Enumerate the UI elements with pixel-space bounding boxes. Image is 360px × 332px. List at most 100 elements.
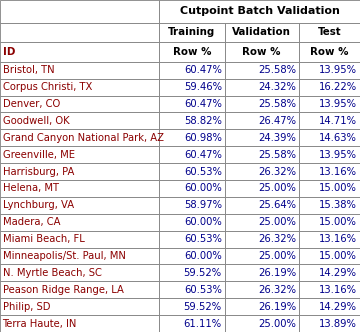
Bar: [159, 231, 225, 248]
Bar: [159, 23, 225, 42]
Bar: [159, 146, 225, 163]
Text: 13.16%: 13.16%: [319, 285, 357, 295]
Text: 25.00%: 25.00%: [258, 319, 296, 329]
Bar: [225, 231, 299, 248]
Text: 60.53%: 60.53%: [184, 285, 222, 295]
Text: 60.47%: 60.47%: [184, 99, 222, 109]
Bar: [0, 281, 159, 298]
Text: Lynchburg, VA: Lynchburg, VA: [3, 200, 74, 210]
Bar: [0, 0, 159, 23]
Text: 60.47%: 60.47%: [184, 150, 222, 160]
Text: 14.63%: 14.63%: [319, 133, 357, 143]
Bar: [225, 298, 299, 315]
Bar: [0, 113, 159, 129]
Text: 60.00%: 60.00%: [184, 217, 222, 227]
Text: 24.39%: 24.39%: [258, 133, 296, 143]
Text: 58.97%: 58.97%: [184, 200, 222, 210]
Bar: [159, 163, 225, 180]
Bar: [225, 42, 299, 62]
Bar: [225, 96, 299, 113]
Text: 60.00%: 60.00%: [184, 251, 222, 261]
Text: 14.29%: 14.29%: [319, 302, 357, 312]
Text: 26.32%: 26.32%: [258, 167, 296, 177]
Text: 25.00%: 25.00%: [258, 251, 296, 261]
Text: Madera, CA: Madera, CA: [3, 217, 60, 227]
Bar: [225, 214, 299, 231]
Bar: [0, 315, 159, 332]
Bar: [299, 129, 360, 146]
Text: 59.52%: 59.52%: [184, 302, 222, 312]
Bar: [159, 265, 225, 281]
Text: Bristol, TN: Bristol, TN: [3, 65, 54, 75]
Bar: [225, 315, 299, 332]
Bar: [299, 113, 360, 129]
Text: 60.98%: 60.98%: [184, 133, 222, 143]
Text: 13.16%: 13.16%: [319, 234, 357, 244]
Text: Miami Beach, FL: Miami Beach, FL: [3, 234, 84, 244]
Text: 15.00%: 15.00%: [319, 251, 357, 261]
Text: 25.58%: 25.58%: [258, 150, 296, 160]
Bar: [225, 62, 299, 79]
Text: Grand Canyon National Park, AZ: Grand Canyon National Park, AZ: [3, 133, 163, 143]
Bar: [225, 265, 299, 281]
Bar: [299, 248, 360, 265]
Text: 25.00%: 25.00%: [258, 184, 296, 194]
Text: Row %: Row %: [310, 47, 348, 57]
Text: Validation: Validation: [232, 27, 291, 37]
Bar: [225, 113, 299, 129]
Text: Training: Training: [168, 27, 216, 37]
Bar: [159, 42, 225, 62]
Bar: [225, 281, 299, 298]
Text: Denver, CO: Denver, CO: [3, 99, 60, 109]
Bar: [159, 214, 225, 231]
Text: 26.32%: 26.32%: [258, 285, 296, 295]
Text: Cutpoint Batch Validation: Cutpoint Batch Validation: [180, 6, 339, 16]
Bar: [299, 298, 360, 315]
Text: 60.53%: 60.53%: [184, 167, 222, 177]
Bar: [225, 197, 299, 214]
Bar: [299, 180, 360, 197]
Text: ID: ID: [3, 47, 15, 57]
Text: 15.00%: 15.00%: [319, 217, 357, 227]
Bar: [159, 315, 225, 332]
Bar: [159, 180, 225, 197]
Bar: [159, 79, 225, 96]
Bar: [0, 62, 159, 79]
Bar: [299, 281, 360, 298]
Bar: [0, 214, 159, 231]
Text: 25.64%: 25.64%: [258, 200, 296, 210]
Text: 25.58%: 25.58%: [258, 65, 296, 75]
Text: 15.38%: 15.38%: [319, 200, 357, 210]
Text: Peason Ridge Range, LA: Peason Ridge Range, LA: [3, 285, 123, 295]
Bar: [0, 231, 159, 248]
Text: Philip, SD: Philip, SD: [3, 302, 50, 312]
Text: Minneapolis/St. Paul, MN: Minneapolis/St. Paul, MN: [3, 251, 125, 261]
Bar: [225, 180, 299, 197]
Bar: [299, 42, 360, 62]
Text: 60.00%: 60.00%: [184, 184, 222, 194]
Bar: [299, 62, 360, 79]
Bar: [0, 96, 159, 113]
Text: 14.29%: 14.29%: [319, 268, 357, 278]
Text: Harrisburg, PA: Harrisburg, PA: [3, 167, 74, 177]
Text: 26.19%: 26.19%: [258, 268, 296, 278]
Bar: [299, 197, 360, 214]
Text: 59.46%: 59.46%: [184, 82, 222, 92]
Bar: [299, 315, 360, 332]
Bar: [159, 298, 225, 315]
Bar: [159, 0, 360, 23]
Bar: [159, 96, 225, 113]
Bar: [299, 23, 360, 42]
Bar: [225, 146, 299, 163]
Bar: [0, 42, 159, 62]
Text: 14.71%: 14.71%: [319, 116, 357, 126]
Bar: [159, 248, 225, 265]
Bar: [159, 113, 225, 129]
Bar: [299, 214, 360, 231]
Bar: [0, 298, 159, 315]
Bar: [0, 23, 159, 42]
Text: 26.47%: 26.47%: [258, 116, 296, 126]
Bar: [159, 129, 225, 146]
Text: 15.00%: 15.00%: [319, 184, 357, 194]
Bar: [299, 96, 360, 113]
